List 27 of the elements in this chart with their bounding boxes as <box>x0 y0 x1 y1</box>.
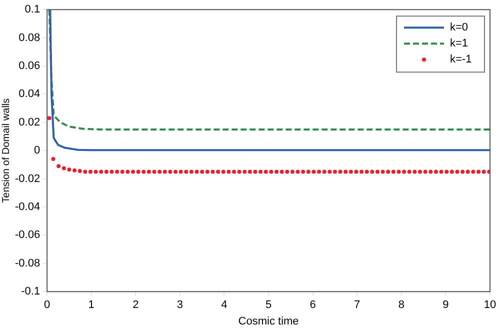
y-tick-label: -0.08 <box>14 257 40 270</box>
x-tick-label: 5 <box>265 299 272 312</box>
y-tick-label: -0.06 <box>14 229 40 242</box>
x-tick-label: 9 <box>442 299 449 312</box>
x-tick-label: 1 <box>88 299 94 312</box>
x-axis-title: Cosmic time <box>238 315 299 328</box>
y-tick-label: 0.06 <box>18 60 40 72</box>
y-tick-label: 0 <box>34 144 40 157</box>
y-tick-label: 0.04 <box>18 88 40 100</box>
legend-label: k=-1 <box>450 54 472 66</box>
y-tick-label: -0.04 <box>14 201 40 214</box>
x-tick-label: 7 <box>354 299 360 312</box>
legend-label: k=0 <box>450 22 468 34</box>
x-tick-label: 2 <box>132 299 139 312</box>
x-tick-label: 4 <box>221 299 228 312</box>
legend-label: k=1 <box>450 38 468 50</box>
y-tick-label: 0.1 <box>24 4 40 16</box>
x-tick-label: 10 <box>484 299 496 312</box>
y-tick-label: 0.08 <box>18 32 40 44</box>
x-tick-label: 0 <box>44 299 50 312</box>
y-tick-label: -0.1 <box>21 286 40 298</box>
y-tick-label: -0.02 <box>14 172 40 185</box>
y-tick-label: 0.02 <box>18 116 40 128</box>
y-axis-title: Tension of Domail walls <box>0 98 12 203</box>
x-tick-label: 8 <box>398 299 404 312</box>
x-tick-label: 6 <box>310 299 316 312</box>
x-tick-label: 3 <box>176 299 184 312</box>
